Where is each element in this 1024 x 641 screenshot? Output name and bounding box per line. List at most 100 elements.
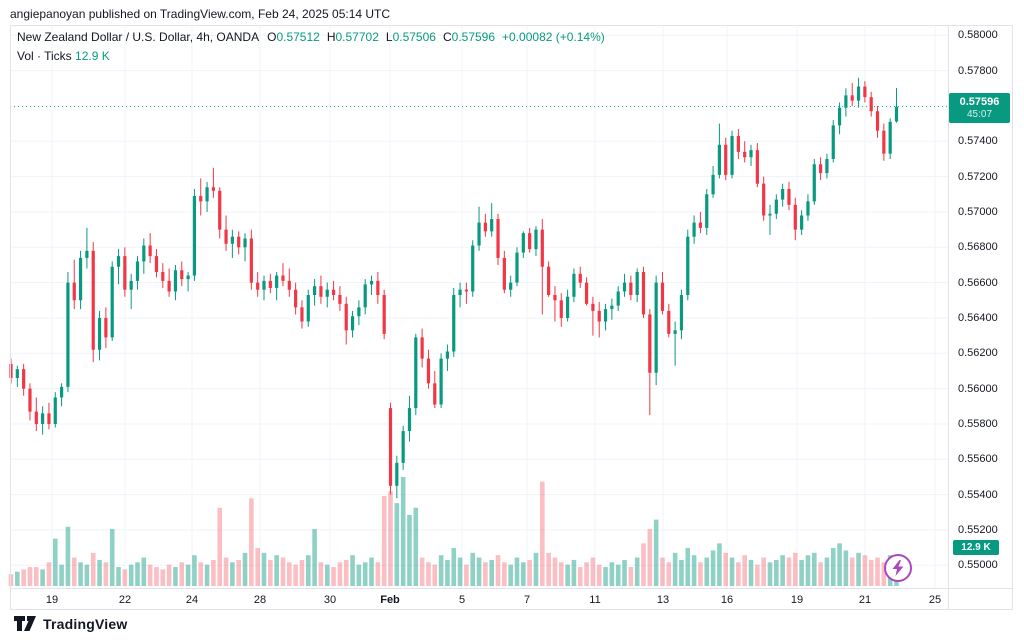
candle-body [300, 307, 304, 322]
volume-bar [476, 557, 482, 586]
volume-bar [78, 562, 83, 586]
candle-body [237, 236, 241, 248]
candle-body [648, 314, 652, 373]
volume-bar [495, 555, 501, 586]
candle-body [180, 270, 184, 280]
candle-body [559, 300, 563, 318]
candle-body [148, 245, 152, 257]
volume-bar [685, 548, 691, 586]
price-axis-label: 0.56000 [958, 382, 998, 395]
volume-bar [413, 507, 419, 586]
time-axis-label: 7 [523, 594, 531, 606]
volume-bar [394, 503, 400, 586]
time-axis-label: 30 [323, 594, 337, 606]
volume-bar [577, 567, 583, 586]
volume-bar [558, 562, 564, 586]
candle-body [357, 307, 361, 317]
volume-bar [324, 564, 330, 586]
candle-body [116, 256, 121, 267]
volume-bar [451, 548, 457, 586]
volume-bar [274, 555, 279, 586]
candle-body [894, 106, 899, 122]
volume-bar [615, 564, 621, 586]
price-axis-label: 0.57000 [958, 205, 998, 218]
candle-body [496, 219, 500, 258]
candle-body [407, 408, 412, 432]
candle-body [104, 317, 108, 338]
volume-bar [565, 564, 570, 586]
symbol-title[interactable]: New Zealand Dollar / U.S. Dollar, 4h, OA… [17, 30, 260, 44]
volume-bar [647, 529, 653, 586]
high-value: 0.57702 [335, 30, 379, 44]
candle-body [793, 204, 797, 230]
volume-bar [407, 514, 412, 586]
candle-body [243, 238, 247, 248]
volume-bar [34, 567, 39, 586]
candle-body [186, 275, 190, 280]
time-axis-label: 19 [790, 594, 804, 606]
volume-bar [793, 552, 798, 586]
boost-button[interactable] [884, 554, 912, 582]
candle-body [686, 236, 690, 295]
volume-bar [767, 562, 773, 586]
volume-bar [837, 543, 842, 586]
candle-body [344, 303, 348, 331]
volume-bar [521, 562, 526, 586]
volume-indicator-label[interactable]: Vol · Ticks [17, 49, 72, 63]
volume-bar [438, 555, 444, 586]
volume-bar [868, 559, 874, 586]
volume-bar [584, 562, 589, 586]
candle-body [199, 196, 203, 202]
candle-body [325, 289, 329, 297]
volume-bar [641, 543, 646, 586]
volume-bar [799, 559, 804, 586]
volume-bar [337, 562, 343, 586]
volume-bar [818, 562, 823, 586]
volume-bar [457, 557, 463, 586]
candle-body [129, 280, 133, 290]
volume-bar [849, 557, 855, 586]
current-price-badge: 0.57596 45:07 [949, 92, 1010, 123]
candle-body [547, 266, 551, 295]
volume-bar [249, 498, 254, 586]
candle-body [294, 289, 298, 308]
volume-bar [71, 557, 77, 586]
volume-bar [609, 562, 615, 586]
volume-bar [483, 562, 488, 586]
candle-body [205, 187, 209, 202]
candle-body [831, 125, 835, 159]
volume-bar [343, 559, 349, 586]
volume-bar [805, 555, 811, 586]
candle-body [388, 408, 393, 486]
candle-body [224, 229, 228, 244]
volume-bar [122, 569, 128, 586]
volume-bar [166, 564, 172, 586]
candle-body [603, 309, 608, 322]
candle-body [509, 282, 513, 290]
candle-body [382, 295, 386, 334]
volume-bar [242, 552, 248, 586]
candle-body [584, 282, 589, 304]
volume-bar [128, 564, 134, 586]
volume-bar [761, 557, 766, 586]
candle-body [635, 272, 639, 295]
candle-body [812, 164, 816, 202]
price-axis-label: 0.56600 [958, 276, 998, 289]
candle-body [528, 233, 532, 250]
volume-bar [514, 557, 520, 586]
candle-body [736, 136, 740, 152]
volume-bar [230, 562, 235, 586]
candle-body [369, 280, 374, 285]
volume-bar [375, 562, 381, 586]
tradingview-brand[interactable]: TradingView [43, 615, 128, 632]
time-axis-label: 11 [589, 594, 601, 606]
candle-body [819, 164, 823, 174]
price-axis-label: 0.57800 [958, 64, 998, 77]
volume-bar [432, 564, 438, 586]
candle-body [888, 121, 892, 154]
price-axis-label: 0.56400 [958, 311, 998, 324]
candle-body [420, 337, 424, 359]
volume-bar [527, 559, 532, 586]
volume-bar [552, 557, 558, 586]
